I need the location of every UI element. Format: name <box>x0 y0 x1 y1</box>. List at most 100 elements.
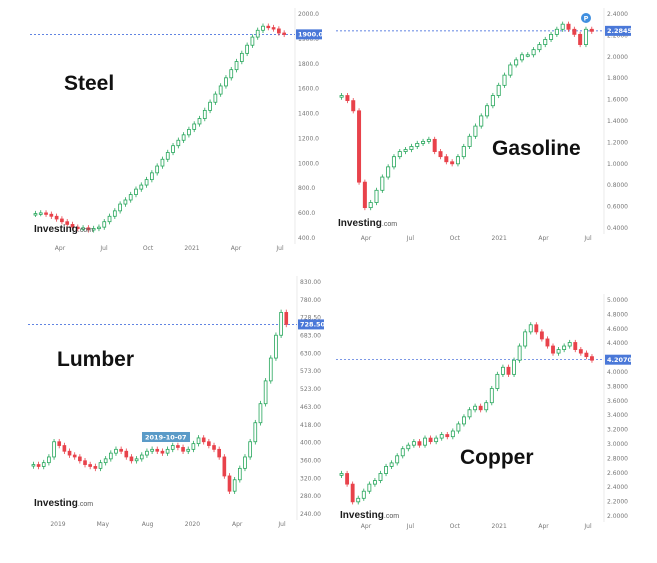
copper-candle-body <box>562 345 567 350</box>
lumber-price-badge-text: 728.50 <box>300 321 326 329</box>
lumber-candle-body <box>103 458 108 464</box>
steel-candle-body <box>192 123 197 130</box>
lumber-ytick-label: 418.00 <box>300 422 321 429</box>
copper-candle-body <box>567 342 572 347</box>
copper-candle-body <box>500 366 505 375</box>
copper-label: Copper <box>460 446 534 469</box>
lumber-candle-body <box>274 334 278 359</box>
copper-xtick-label: 2021 <box>492 523 507 530</box>
lumber-tooltip-date: 2019-10-07 <box>145 434 187 442</box>
lumber-candle-body <box>284 312 289 325</box>
gasoline-candle-body <box>432 138 437 152</box>
copper-logo-suffix: .com <box>383 513 400 520</box>
steel-candle-body <box>181 134 186 141</box>
gasoline-candle-body <box>415 143 420 147</box>
copper-candle-body <box>378 473 383 481</box>
lumber-candle-body <box>109 452 113 460</box>
copper-candle-body <box>389 462 394 467</box>
steel-candle-body <box>250 36 255 46</box>
steel-ytick-label: 1900.0 <box>298 36 319 43</box>
gasoline-candle-body <box>583 28 588 45</box>
copper-candle-body <box>423 437 427 446</box>
gasoline-ytick-label: 1.0000 <box>607 161 628 168</box>
copper-ytick-label: 4.8000 <box>607 311 628 318</box>
gasoline-candle-body <box>566 23 571 30</box>
steel-chart: 2000.0 1900.0 1800.0 1600.0 1400.0 1200.0 1000… <box>30 8 324 252</box>
lumber-ytick-label: 463.00 <box>300 404 321 411</box>
copper-candle-body <box>417 441 422 446</box>
gasoline-candle-body <box>345 95 350 102</box>
copper-candle-body <box>467 409 472 418</box>
steel-candle-body <box>65 221 70 225</box>
copper-xtick-label: Apr <box>538 523 549 530</box>
lumber-chart: 830.00 780.00 728.50 683.00 630.00 573.00 523.… <box>28 276 326 528</box>
steel-xtick-label: Jul <box>275 245 284 252</box>
lumber-candle-body <box>196 437 201 445</box>
steel-candle-body <box>261 25 265 31</box>
steel-candle-body <box>112 210 117 217</box>
steel-candle-body <box>197 118 202 125</box>
copper-ytick-label: 3.8000 <box>607 383 628 390</box>
lumber-candle-body <box>114 448 118 454</box>
lumber-candle-body <box>41 462 46 467</box>
steel-candle-body <box>91 228 96 231</box>
lumber-candle-body <box>88 464 92 467</box>
lumber-candle-body <box>57 441 62 446</box>
copper-candle-body <box>495 373 500 389</box>
gasoline-candle-body <box>543 39 548 45</box>
steel-price-badge <box>296 29 322 40</box>
copper-candle-body <box>551 345 555 354</box>
gasoline-candle-body <box>473 125 478 137</box>
gasoline-candle-body <box>485 105 490 117</box>
steel-candle-body <box>202 109 207 119</box>
copper-candle-body <box>517 345 522 361</box>
steel-candle-body <box>239 52 244 62</box>
gasoline-candle-body <box>560 23 565 30</box>
gasoline-candle-body <box>554 28 559 35</box>
steel-candle-body <box>150 172 154 181</box>
copper-ytick-label: 4.6000 <box>607 326 628 333</box>
copper-ytick-label: 3.6000 <box>607 398 628 405</box>
lumber-ytick-label: 280.00 <box>300 493 321 500</box>
lumber-candle-body <box>253 422 258 443</box>
copper-ytick-label: 5.0000 <box>607 297 628 304</box>
steel-candle-body <box>277 28 281 34</box>
copper-xtick-label: Oct <box>450 523 461 530</box>
copper-candle-body <box>528 324 533 333</box>
copper-candle-body <box>539 331 544 340</box>
steel-candle-body <box>187 128 191 136</box>
gasoline-candle-body <box>525 54 530 57</box>
lumber-ytick-label: 360.00 <box>300 457 321 464</box>
gasoline-candle-body <box>455 156 460 165</box>
steel-candle-body <box>266 25 271 29</box>
lumber-candle-body <box>83 460 87 465</box>
steel-ytick-label: 1800.0 <box>298 61 319 68</box>
lumber-candle-body <box>145 450 149 456</box>
copper-candle-body <box>445 434 450 438</box>
lumber-candle-body <box>67 450 72 456</box>
gasoline-candle-body <box>386 166 391 178</box>
lumber-candle-body <box>212 445 216 450</box>
lumber-ytick-label: 523.00 <box>300 386 321 393</box>
copper-candle-body <box>584 352 589 358</box>
gasoline-ytick-label: 0.8000 <box>607 182 628 189</box>
lumber-candle-body <box>124 450 129 458</box>
gasoline-candle-body <box>519 54 524 61</box>
steel-candle-body <box>229 69 234 79</box>
gasoline-candle-body <box>502 74 507 86</box>
copper-candle-body <box>478 405 483 411</box>
copper-xtick-label: Apr <box>361 523 372 530</box>
copper-candle-body <box>350 483 355 503</box>
lumber-candle-body <box>232 479 237 492</box>
copper-candle-body <box>545 338 550 347</box>
steel-candle-body <box>128 194 133 201</box>
lumber-candle-body <box>139 454 144 460</box>
gasoline-ytick-label: 1.4000 <box>607 118 628 125</box>
gasoline-candle-body <box>508 64 513 76</box>
copper-ytick-label: 4.0000 <box>607 369 628 376</box>
gasoline-xtick-label: Apr <box>361 235 372 242</box>
copper-ytick-label: 3.2000 <box>607 427 628 434</box>
lumber-candle-body <box>243 456 247 469</box>
copper-candle-body <box>395 455 400 464</box>
gasoline-candle-body <box>421 140 426 144</box>
